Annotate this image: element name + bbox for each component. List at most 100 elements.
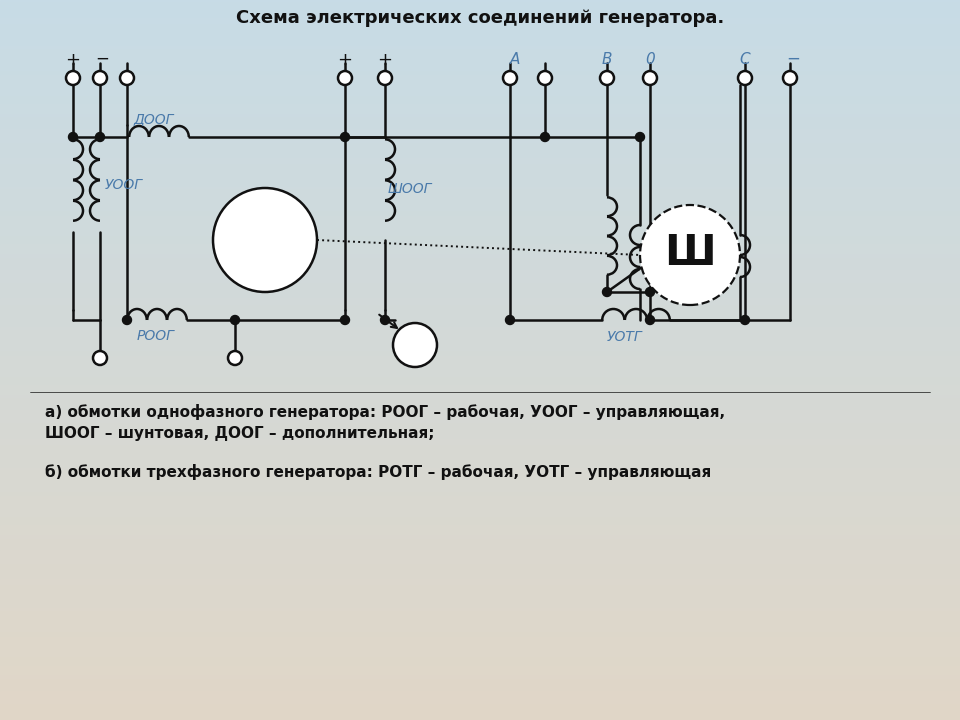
Bar [0, 539, 960, 544]
Circle shape [506, 315, 515, 325]
Bar [0, 381, 960, 385]
Bar [0, 644, 960, 648]
Bar [0, 665, 960, 670]
Bar [0, 622, 960, 626]
Bar [0, 154, 960, 158]
Bar [0, 294, 960, 299]
Bar [0, 647, 960, 652]
Bar [0, 676, 960, 680]
Bar [0, 165, 960, 169]
Bar [0, 215, 960, 220]
Bar [0, 168, 960, 173]
Bar [0, 611, 960, 616]
Circle shape [643, 71, 657, 85]
Bar [0, 564, 960, 569]
Bar [0, 662, 960, 666]
Bar [0, 395, 960, 400]
Bar [0, 348, 960, 353]
Text: C: C [740, 53, 751, 68]
Bar [0, 125, 960, 130]
Bar [0, 518, 960, 522]
Bar [0, 442, 960, 446]
Bar [0, 615, 960, 619]
Text: 0: 0 [645, 53, 655, 68]
Bar [0, 93, 960, 97]
Bar [0, 672, 960, 677]
Bar [0, 237, 960, 241]
Bar [0, 176, 960, 180]
Bar [0, 57, 960, 61]
Bar [0, 356, 960, 360]
Bar [0, 352, 960, 356]
Bar [0, 687, 960, 691]
Bar [0, 190, 960, 194]
Bar [0, 32, 960, 36]
Bar [0, 10, 960, 14]
Bar [0, 597, 960, 601]
Bar [0, 485, 960, 490]
Bar [0, 554, 960, 558]
Bar [0, 514, 960, 518]
Bar [0, 276, 960, 281]
Circle shape [538, 71, 552, 85]
Bar [0, 96, 960, 101]
Bar [0, 446, 960, 450]
Bar [0, 226, 960, 230]
Bar [0, 46, 960, 50]
Bar [0, 489, 960, 493]
Circle shape [393, 323, 437, 367]
Text: +: + [377, 51, 393, 69]
Circle shape [228, 351, 242, 365]
Bar [0, 262, 960, 266]
Bar [0, 50, 960, 54]
Bar [0, 42, 960, 47]
Bar [0, 82, 960, 86]
Bar [0, 496, 960, 500]
Bar [0, 482, 960, 486]
Bar [0, 377, 960, 382]
Bar [0, 464, 960, 468]
Bar [0, 129, 960, 133]
Circle shape [740, 315, 750, 325]
Bar [0, 100, 960, 104]
Bar [0, 536, 960, 540]
Bar [0, 438, 960, 443]
Bar [0, 71, 960, 76]
Bar [0, 413, 960, 418]
Text: ШООГ – шунтовая, ДООГ – дополнительная;: ШООГ – шунтовая, ДООГ – дополнительная; [45, 426, 435, 441]
Text: Ш: Ш [664, 232, 716, 274]
Text: B: B [602, 53, 612, 68]
Circle shape [341, 132, 349, 142]
Bar [0, 575, 960, 580]
Bar [0, 507, 960, 511]
Bar [0, 449, 960, 454]
Bar [0, 456, 960, 461]
Bar [0, 388, 960, 392]
Bar [0, 208, 960, 212]
Bar [0, 568, 960, 572]
Bar [0, 431, 960, 436]
Bar [0, 64, 960, 68]
Bar [0, 528, 960, 533]
Bar [0, 392, 960, 396]
Bar [0, 420, 960, 425]
Bar [0, 24, 960, 29]
Bar [0, 194, 960, 198]
Bar [0, 150, 960, 155]
Bar [0, 212, 960, 216]
Bar [0, 197, 960, 202]
Bar [0, 204, 960, 209]
Bar [0, 161, 960, 166]
Bar [0, 550, 960, 554]
Bar [0, 359, 960, 364]
Circle shape [378, 71, 392, 85]
Bar [0, 424, 960, 428]
Bar [0, 345, 960, 349]
Circle shape [645, 287, 655, 297]
Bar [0, 698, 960, 702]
Bar [0, 136, 960, 140]
Bar [0, 435, 960, 439]
Bar [0, 320, 960, 324]
Bar [0, 406, 960, 410]
Bar [0, 402, 960, 407]
